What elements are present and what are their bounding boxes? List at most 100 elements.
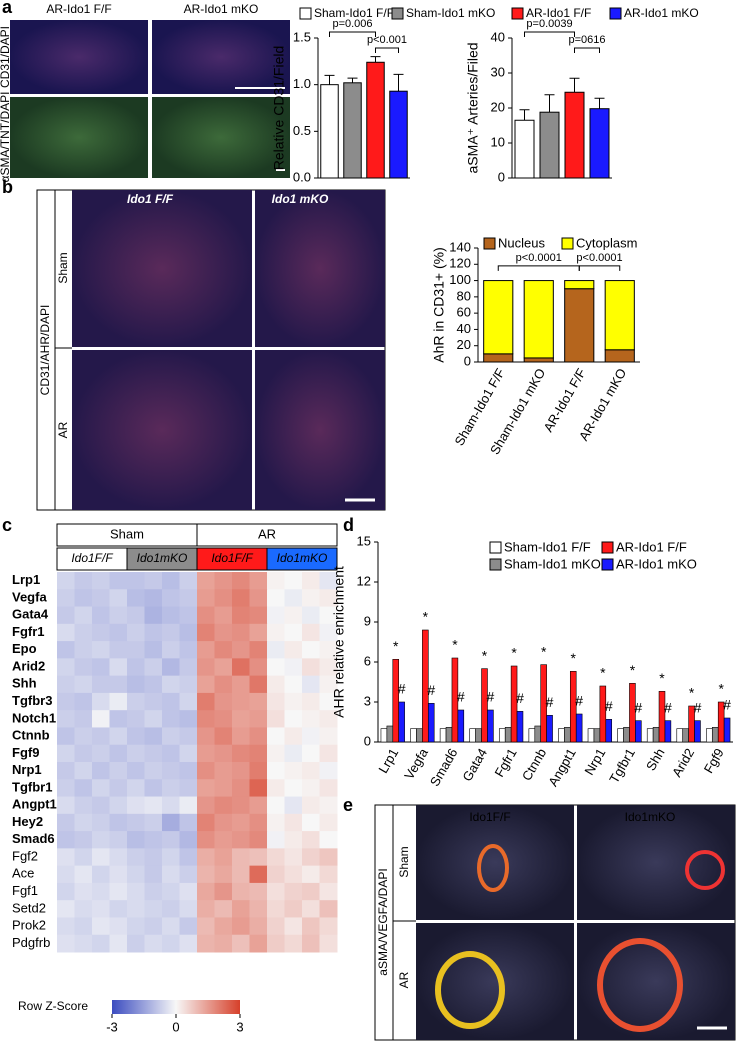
heatmap-cell: [232, 710, 250, 728]
bar: [504, 727, 512, 743]
heatmap-cell: [179, 623, 198, 642]
bar: [510, 665, 518, 743]
heatmap-cell: [249, 727, 268, 746]
subgroup-label: Ido1mKO: [277, 551, 328, 565]
heatmap-cell: [92, 813, 110, 832]
x-tick-label: Vegfa: [401, 745, 431, 782]
heatmap-cell: [302, 589, 320, 608]
stain-label: αSMA/TNT/DAPI: [0, 92, 12, 183]
subgroup-header: [266, 547, 338, 571]
micrograph: [255, 350, 385, 510]
panel-e-images: Ido1F/F Ido1mKO Sham AR aSMA/VEGFA/DAPI: [374, 804, 736, 1041]
bar: [593, 728, 601, 743]
heatmap-cell: [232, 917, 250, 936]
bar-segment: [564, 280, 595, 290]
heatmap-cell: [302, 675, 320, 694]
x-tick-label: Fgf9: [701, 746, 727, 776]
heatmap-cell: [179, 658, 198, 677]
heatmap-cell: [179, 692, 198, 711]
heatmap-cell: [232, 831, 250, 849]
significance-bracket: [578, 265, 621, 271]
heatmap-cell: [232, 589, 250, 608]
heatmap-cell: [92, 658, 110, 677]
x-tick-label: Shh: [643, 746, 668, 774]
panel-letter: b: [2, 177, 13, 197]
heatmap-cell: [74, 727, 93, 746]
heatmap-cell: [249, 779, 268, 798]
bar-segment: [604, 349, 635, 363]
legend-swatch: [299, 7, 312, 20]
heatmap-cell: [57, 641, 75, 659]
bar: [457, 709, 465, 743]
significance-marker: *: [689, 685, 695, 701]
heatmap-cell: [127, 865, 145, 884]
heatmap-cell: [302, 692, 320, 711]
y-tick-label: 0: [498, 169, 505, 184]
heatmap-cell: [127, 727, 145, 746]
bar: [676, 728, 684, 743]
bar: [343, 82, 362, 179]
micrograph: [72, 350, 252, 510]
y-tick-label: 80: [457, 288, 471, 303]
heatmap-cell: [74, 813, 93, 832]
heatmap-cell: [319, 934, 338, 953]
heatmap-cell: [127, 623, 145, 642]
bar: [652, 727, 660, 743]
heatmap-cell: [92, 917, 110, 936]
heatmap-cell: [319, 572, 338, 590]
row-label: Angpt1: [12, 797, 57, 812]
heatmap-cell: [302, 762, 320, 780]
y-tick-label: 3: [364, 693, 371, 708]
heatmap-cell: [57, 658, 75, 677]
vessel: [435, 951, 505, 1029]
image-column-label: Ido1F/F: [469, 810, 510, 824]
heatmap-cell: [232, 606, 250, 625]
heatmap-cell: [74, 934, 93, 953]
heatmap-cell: [319, 762, 338, 780]
heatmap-cell: [74, 606, 93, 625]
significance-marker: *: [630, 662, 636, 678]
heatmap-cell: [144, 831, 163, 849]
heatmap-cell: [302, 900, 320, 918]
annotation: p<0.0001: [516, 252, 562, 264]
heatmap-cell: [179, 900, 198, 918]
bar: [422, 629, 429, 743]
heatmap-cell: [127, 710, 145, 728]
stain-label: CD31/AHR/DAPI: [38, 305, 52, 396]
heatmap-cell: [109, 658, 128, 677]
heatmap-cell: [57, 934, 75, 953]
heatmap-cell: [197, 848, 215, 867]
heatmap-cell: [249, 692, 268, 711]
y-tick-label: 120: [449, 256, 471, 271]
legend-swatch: [483, 237, 496, 250]
heatmap-cell: [249, 848, 268, 867]
heatmap-cell: [267, 900, 285, 918]
bar: [389, 90, 408, 179]
heatmap-cell: [74, 865, 93, 884]
heatmap-cell: [232, 623, 250, 642]
significance-marker: *: [482, 647, 488, 663]
heatmap-cell: [109, 848, 128, 867]
heatmap-cell: [232, 796, 250, 815]
heatmap-cell: [57, 900, 75, 918]
heatmap-cell: [109, 865, 128, 884]
heatmap-cell: [267, 744, 285, 763]
heatmap-cell: [284, 813, 303, 832]
bar: [617, 728, 624, 743]
heatmap-cell: [319, 658, 338, 677]
heatmap-cell: [144, 865, 163, 884]
heatmap-cell: [302, 831, 320, 849]
heatmap-cell: [162, 917, 180, 936]
heatmap-cell: [179, 572, 198, 590]
heatmap-cell: [92, 831, 110, 849]
heatmap-cell: [232, 658, 250, 677]
row-label: Epo: [12, 641, 37, 656]
heatmap-cell: [92, 796, 110, 815]
heatmap-cell: [57, 762, 75, 780]
legend-swatch: [601, 541, 614, 554]
heatmap-cell: [214, 796, 233, 815]
heatmap-cell: [74, 831, 93, 849]
heatmap-cell: [267, 589, 285, 608]
